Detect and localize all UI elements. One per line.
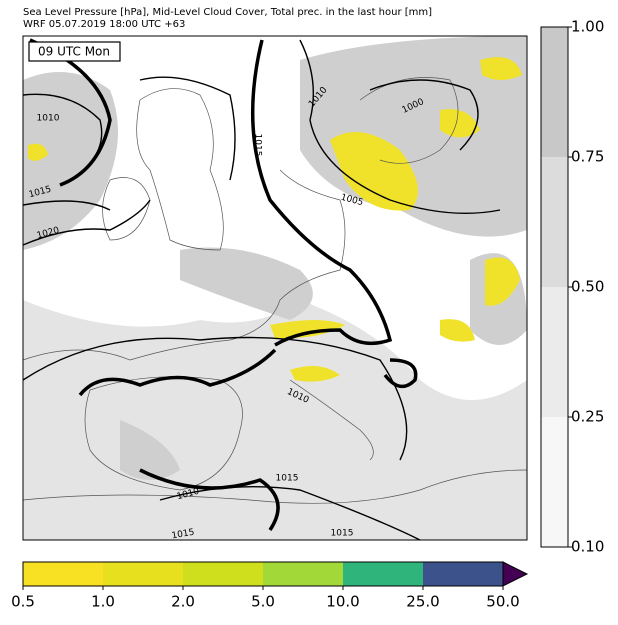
tick-label: 0.75 [571, 148, 604, 166]
colorbar-segment [541, 287, 568, 417]
colorbar-segment [23, 562, 103, 586]
isobar-label: 1015 [253, 134, 263, 157]
tick-label: 0.5 [11, 593, 35, 611]
colorbar-extend [502, 561, 529, 587]
tick-label: 5.0 [251, 593, 275, 611]
colorbar-segment [183, 562, 263, 586]
tick-label: 0.10 [571, 538, 604, 556]
title: Sea Level Pressure [hPa], Mid-Level Clou… [23, 7, 432, 18]
subtitle: WRF 05.07.2019 18:00 UTC +63 [23, 19, 185, 30]
tick-label: 2.0 [171, 593, 195, 611]
colorbar-segment [343, 562, 423, 586]
isobar-label: 1015 [171, 528, 195, 542]
map: 09 UTC Mon [22, 35, 528, 541]
tick-label: 25.0 [406, 593, 439, 611]
colorbar-segment [423, 562, 503, 586]
colorbar-segment [541, 417, 568, 547]
tick-label: 50.0 [486, 593, 519, 611]
tick-label: 10.0 [326, 593, 359, 611]
isobar-label: 1015 [276, 474, 299, 484]
colorbar-segment [103, 562, 183, 586]
isobar-label: 1015 [331, 529, 354, 539]
colorbar-segment [541, 27, 568, 157]
isobar-label: 1010 [37, 114, 60, 124]
tick-label: 0.50 [571, 278, 604, 296]
tick-label: 1.0 [91, 593, 115, 611]
tick-label: 0.25 [571, 408, 604, 426]
time-label: 09 UTC Mon [38, 45, 110, 59]
colorbar-segment [263, 562, 343, 586]
colorbar-segment [541, 157, 568, 287]
tick-label: 1.00 [571, 18, 604, 36]
